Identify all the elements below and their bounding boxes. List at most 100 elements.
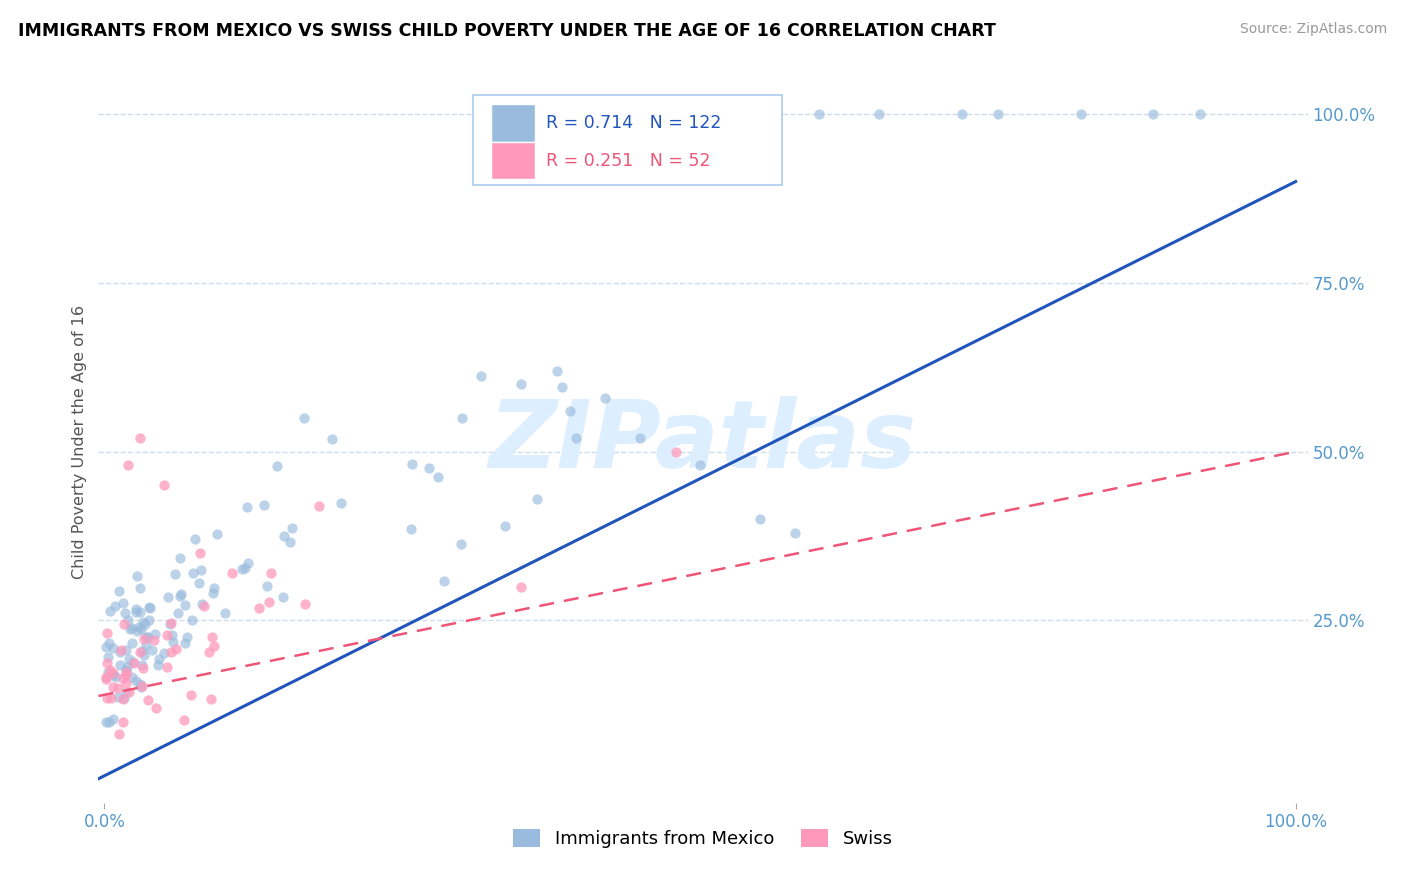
Point bbox=[108, 727, 131, 741]
Point bbox=[868, 107, 890, 121]
Point bbox=[125, 602, 148, 616]
Point bbox=[160, 645, 183, 659]
Point bbox=[257, 595, 280, 609]
Point bbox=[100, 690, 122, 705]
Point bbox=[132, 661, 155, 675]
Point bbox=[330, 496, 353, 510]
Point bbox=[165, 566, 187, 581]
Point bbox=[785, 525, 807, 540]
Legend: Immigrants from Mexico, Swiss: Immigrants from Mexico, Swiss bbox=[506, 822, 900, 855]
Point bbox=[510, 580, 533, 594]
Point bbox=[294, 597, 316, 611]
Point bbox=[494, 519, 516, 533]
Point bbox=[558, 404, 581, 418]
Text: ZIPatlas: ZIPatlas bbox=[489, 395, 917, 488]
Point bbox=[131, 644, 153, 658]
Point bbox=[112, 617, 135, 632]
Point bbox=[235, 561, 257, 575]
Point bbox=[205, 527, 228, 541]
Point bbox=[1142, 107, 1164, 121]
Point bbox=[114, 676, 136, 690]
Point bbox=[136, 693, 159, 707]
FancyBboxPatch shape bbox=[492, 142, 534, 179]
Point bbox=[167, 606, 190, 620]
Point bbox=[565, 431, 588, 445]
Point bbox=[115, 684, 138, 698]
Point bbox=[231, 561, 253, 575]
Point bbox=[129, 431, 152, 445]
Point bbox=[159, 616, 181, 631]
Text: IMMIGRANTS FROM MEXICO VS SWISS CHILD POVERTY UNDER THE AGE OF 16 CORRELATION CH: IMMIGRANTS FROM MEXICO VS SWISS CHILD PO… bbox=[18, 22, 997, 40]
Point bbox=[135, 638, 157, 652]
Point bbox=[748, 512, 770, 526]
Point bbox=[135, 630, 157, 644]
Point bbox=[198, 645, 221, 659]
Text: R = 0.251   N = 52: R = 0.251 N = 52 bbox=[546, 152, 710, 169]
Point bbox=[105, 670, 128, 684]
Point bbox=[174, 636, 197, 650]
Point bbox=[98, 714, 121, 729]
Point bbox=[180, 688, 202, 702]
Point bbox=[188, 575, 211, 590]
FancyBboxPatch shape bbox=[492, 104, 534, 142]
Point bbox=[236, 500, 259, 515]
Point bbox=[273, 529, 295, 543]
Point bbox=[221, 566, 243, 581]
Point bbox=[201, 631, 224, 645]
Point bbox=[97, 650, 120, 665]
Point bbox=[138, 599, 160, 614]
Point bbox=[115, 659, 138, 673]
Point bbox=[173, 599, 195, 613]
Point bbox=[202, 581, 225, 595]
Point bbox=[94, 672, 117, 686]
Point bbox=[153, 478, 176, 492]
Point bbox=[129, 605, 152, 619]
Point bbox=[132, 615, 155, 629]
Point bbox=[101, 640, 124, 655]
Point bbox=[1070, 107, 1092, 121]
Point bbox=[101, 712, 124, 726]
Point bbox=[143, 626, 166, 640]
Point bbox=[160, 616, 183, 631]
Point bbox=[551, 380, 574, 394]
Point bbox=[156, 659, 179, 673]
Point bbox=[138, 613, 160, 627]
Point bbox=[188, 546, 211, 560]
Point bbox=[115, 668, 138, 682]
Point bbox=[191, 597, 214, 611]
Point bbox=[121, 621, 143, 635]
Point bbox=[510, 377, 533, 392]
Point bbox=[665, 107, 688, 121]
Point bbox=[129, 677, 152, 691]
Point bbox=[96, 670, 118, 684]
Point bbox=[125, 605, 148, 619]
Point bbox=[450, 537, 472, 551]
Point bbox=[160, 628, 183, 642]
Point bbox=[112, 671, 135, 685]
Text: Source: ZipAtlas.com: Source: ZipAtlas.com bbox=[1240, 22, 1388, 37]
Point bbox=[118, 685, 141, 699]
Point bbox=[278, 534, 301, 549]
Point bbox=[129, 622, 152, 636]
Point bbox=[114, 665, 136, 680]
Point bbox=[546, 364, 568, 378]
Point bbox=[308, 499, 330, 513]
Point bbox=[260, 566, 283, 581]
Point bbox=[132, 632, 155, 647]
Point bbox=[253, 499, 276, 513]
Point bbox=[114, 606, 136, 620]
Point bbox=[114, 642, 136, 657]
Point bbox=[162, 635, 184, 649]
Point bbox=[101, 666, 124, 681]
Point bbox=[146, 657, 169, 672]
Point bbox=[200, 692, 222, 706]
Point bbox=[134, 617, 156, 632]
Point bbox=[1189, 107, 1212, 121]
Point bbox=[156, 628, 179, 642]
Point bbox=[170, 587, 193, 601]
Point bbox=[138, 631, 160, 645]
Point bbox=[94, 640, 117, 655]
Point bbox=[112, 691, 135, 706]
Point bbox=[256, 579, 278, 593]
Point bbox=[148, 651, 170, 665]
